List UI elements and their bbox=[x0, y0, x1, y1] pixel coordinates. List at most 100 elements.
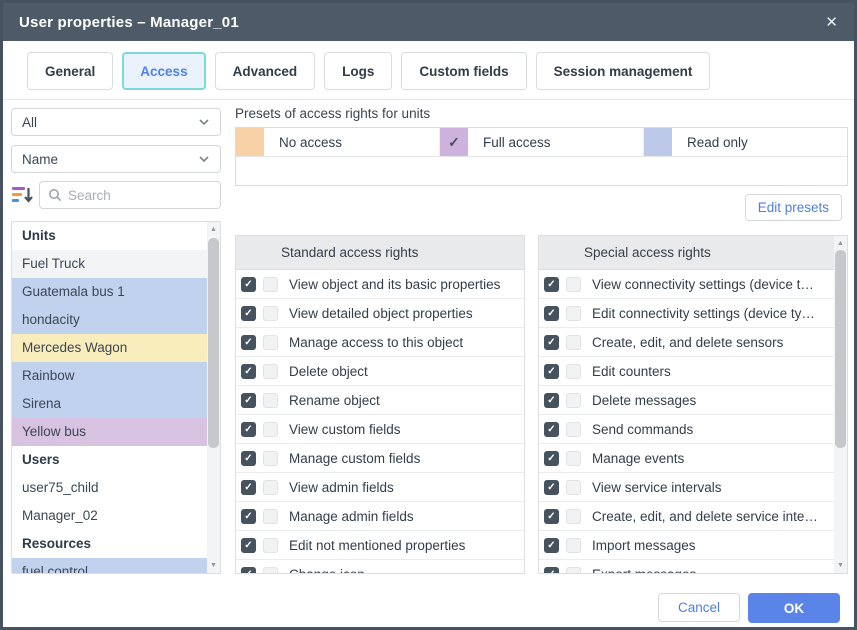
access-right-row: Create, edit, and delete sensors bbox=[539, 328, 834, 357]
access-checkbox[interactable] bbox=[241, 537, 256, 553]
access-checkbox[interactable] bbox=[241, 276, 256, 292]
access-right-label: Manage admin fields bbox=[289, 508, 414, 524]
list-item-fuel-control[interactable]: fuel control bbox=[12, 558, 207, 573]
access-checkbox[interactable] bbox=[544, 479, 559, 495]
access-checkbox[interactable] bbox=[544, 334, 559, 350]
list-item-fuel-truck[interactable]: Fuel Truck bbox=[12, 250, 207, 278]
inherited-checkbox[interactable] bbox=[263, 508, 278, 524]
inherited-checkbox[interactable] bbox=[566, 566, 581, 573]
inherited-checkbox[interactable] bbox=[263, 305, 278, 321]
list-item-rainbow[interactable]: Rainbow bbox=[12, 362, 207, 390]
inherited-checkbox[interactable] bbox=[566, 334, 581, 350]
scroll-down-icon[interactable]: ▼ bbox=[210, 562, 217, 569]
access-checkbox[interactable] bbox=[544, 276, 559, 292]
tab-access[interactable]: Access bbox=[122, 52, 206, 90]
access-right-label: View service intervals bbox=[592, 479, 722, 495]
list-item-label: Users bbox=[22, 452, 60, 467]
list-header-units[interactable]: Units bbox=[12, 222, 207, 250]
inherited-checkbox[interactable] bbox=[566, 537, 581, 553]
access-checkbox[interactable] bbox=[241, 392, 256, 408]
standard-access-rights-column: Standard access rights View object and i… bbox=[235, 235, 525, 574]
sort-order-icon[interactable] bbox=[11, 184, 35, 208]
inherited-checkbox[interactable] bbox=[263, 537, 278, 553]
inherited-checkbox[interactable] bbox=[566, 305, 581, 321]
access-right-label: Manage custom fields bbox=[289, 450, 421, 466]
inherited-checkbox[interactable] bbox=[263, 334, 278, 350]
inherited-checkbox[interactable] bbox=[566, 421, 581, 437]
access-checkbox[interactable] bbox=[241, 334, 256, 350]
access-checkbox[interactable] bbox=[241, 421, 256, 437]
scrollbar-thumb[interactable] bbox=[208, 238, 219, 448]
preset-full-access[interactable]: Full access bbox=[440, 128, 644, 156]
access-checkbox[interactable] bbox=[544, 363, 559, 379]
cancel-button[interactable]: Cancel bbox=[658, 593, 740, 622]
access-checkbox[interactable] bbox=[544, 450, 559, 466]
inherited-checkbox[interactable] bbox=[263, 392, 278, 408]
access-checkbox[interactable] bbox=[544, 508, 559, 524]
inherited-checkbox[interactable] bbox=[263, 421, 278, 437]
search-input[interactable] bbox=[68, 187, 212, 203]
list-header-users[interactable]: Users bbox=[12, 446, 207, 474]
sort-by-dropdown[interactable]: Name bbox=[11, 145, 221, 173]
list-item-guatemala-bus-1[interactable]: Guatemala bus 1 bbox=[12, 278, 207, 306]
access-right-row: Send commands bbox=[539, 415, 834, 444]
access-right-row: Rename object bbox=[236, 386, 524, 415]
objects-list-scrollbar[interactable]: ▲ ▼ bbox=[207, 222, 220, 573]
special-rights-scrollbar[interactable]: ▲ ▼ bbox=[834, 236, 847, 573]
inherited-checkbox[interactable] bbox=[566, 508, 581, 524]
tab-session-management[interactable]: Session management bbox=[535, 52, 711, 90]
access-checkbox[interactable] bbox=[241, 479, 256, 495]
list-item-hondacity[interactable]: hondacity bbox=[12, 306, 207, 334]
inherited-checkbox[interactable] bbox=[566, 363, 581, 379]
list-item-sirena[interactable]: Sirena bbox=[12, 390, 207, 418]
access-checkbox[interactable] bbox=[544, 305, 559, 321]
tab-label: Logs bbox=[342, 63, 375, 79]
list-item-yellow-bus[interactable]: Yellow bus bbox=[12, 418, 207, 446]
tab-logs[interactable]: Logs bbox=[324, 52, 393, 90]
tab-custom-fields[interactable]: Custom fields bbox=[401, 52, 527, 90]
list-item-label: Yellow bus bbox=[22, 424, 87, 439]
inherited-checkbox[interactable] bbox=[263, 363, 278, 379]
access-checkbox[interactable] bbox=[241, 450, 256, 466]
list-item-label: Guatemala bus 1 bbox=[22, 284, 125, 299]
inherited-checkbox[interactable] bbox=[566, 276, 581, 292]
inherited-checkbox[interactable] bbox=[566, 450, 581, 466]
access-checkbox[interactable] bbox=[241, 363, 256, 379]
ok-button[interactable]: OK bbox=[748, 593, 840, 623]
presets-label: Presets of access rights for units bbox=[235, 106, 431, 121]
access-right-row: Edit counters bbox=[539, 357, 834, 386]
access-checkbox[interactable] bbox=[544, 537, 559, 553]
list-item-mercedes-wagon[interactable]: Mercedes Wagon bbox=[12, 334, 207, 362]
inherited-checkbox[interactable] bbox=[263, 276, 278, 292]
preset-read-only[interactable]: Read only bbox=[644, 128, 847, 156]
access-right-label: Export messages bbox=[592, 566, 697, 574]
tab-advanced[interactable]: Advanced bbox=[214, 52, 316, 90]
scrollbar-thumb[interactable] bbox=[835, 250, 846, 448]
list-item-manager-02[interactable]: Manager_02 bbox=[12, 502, 207, 530]
access-checkbox[interactable] bbox=[241, 305, 256, 321]
inherited-checkbox[interactable] bbox=[566, 392, 581, 408]
preset-no-access[interactable]: No access bbox=[236, 128, 440, 156]
list-item-user75-child[interactable]: user75_child bbox=[12, 474, 207, 502]
access-checkbox[interactable] bbox=[544, 566, 559, 573]
access-checkbox[interactable] bbox=[544, 392, 559, 408]
scroll-down-icon[interactable]: ▼ bbox=[837, 562, 844, 569]
scroll-up-icon[interactable]: ▲ bbox=[210, 226, 217, 233]
access-right-row: Export messages bbox=[539, 560, 834, 574]
list-item-label: Rainbow bbox=[22, 368, 75, 383]
tab-general[interactable]: General bbox=[27, 52, 114, 90]
access-checkbox[interactable] bbox=[241, 508, 256, 524]
inherited-checkbox[interactable] bbox=[263, 479, 278, 495]
inherited-checkbox[interactable] bbox=[263, 566, 278, 573]
type-filter-dropdown[interactable]: All bbox=[11, 108, 221, 136]
search-box bbox=[39, 181, 221, 209]
edit-presets-button[interactable]: Edit presets bbox=[744, 194, 842, 221]
scroll-up-icon[interactable]: ▲ bbox=[837, 240, 844, 247]
access-checkbox[interactable] bbox=[241, 566, 256, 573]
close-icon[interactable]: ✕ bbox=[825, 13, 838, 31]
access-checkbox[interactable] bbox=[544, 421, 559, 437]
access-right-row: Delete object bbox=[236, 357, 524, 386]
inherited-checkbox[interactable] bbox=[566, 479, 581, 495]
inherited-checkbox[interactable] bbox=[263, 450, 278, 466]
list-header-resources[interactable]: Resources bbox=[12, 530, 207, 558]
